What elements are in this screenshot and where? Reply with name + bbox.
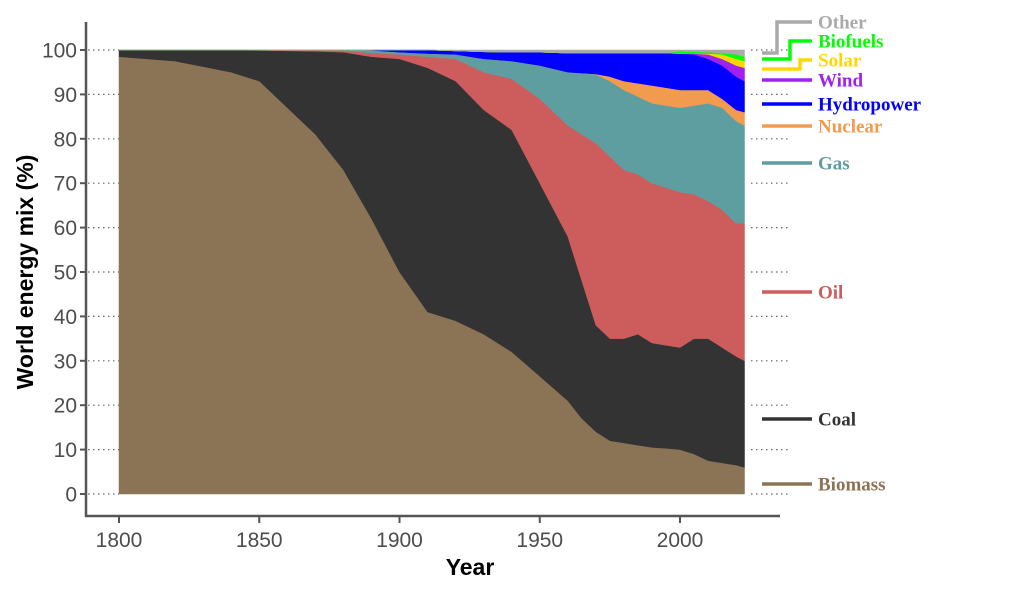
legend-label: Coal xyxy=(818,410,856,431)
x-tick-labels: 1800 1850 1900 1950 2000 xyxy=(96,517,704,552)
area-other xyxy=(119,49,745,58)
legend-label: Biomass xyxy=(818,475,886,496)
legend-label: Other xyxy=(818,13,867,34)
legend-item-oil: Oil xyxy=(762,283,843,304)
y-tick-label: 40 xyxy=(54,306,77,329)
legend-label: Hydropower xyxy=(818,95,922,116)
stacked-areas xyxy=(118,49,745,495)
legend-label: Oil xyxy=(818,283,843,304)
x-axis-title: Year xyxy=(446,554,495,580)
y-tick-label: 50 xyxy=(54,262,77,285)
x-tick-label: 1800 xyxy=(96,529,143,552)
legend-line xyxy=(762,58,812,71)
legend-item-wind: Wind xyxy=(762,71,864,92)
y-tick-label: 80 xyxy=(54,128,77,151)
legend-item-other: Other xyxy=(762,13,867,55)
x-tick-label: 2000 xyxy=(657,529,704,552)
legend-item-nuclear: Nuclear xyxy=(762,117,883,138)
legend-line xyxy=(762,39,812,61)
legend-line xyxy=(762,20,812,55)
legend-label: Nuclear xyxy=(818,117,883,138)
legend-label: Wind xyxy=(818,71,864,92)
legend-item-hydropower: Hydropower xyxy=(762,95,922,116)
x-tick-label: 1950 xyxy=(516,529,563,552)
legend-label: Gas xyxy=(818,154,850,175)
y-tick-label: 100 xyxy=(42,40,77,63)
y-tick-label: 20 xyxy=(54,395,77,418)
legend-item-gas: Gas xyxy=(762,154,850,175)
legend-item-biofuels: Biofuels xyxy=(762,32,883,61)
legend-item-biomass: Biomass xyxy=(762,475,886,496)
y-tick-label: 30 xyxy=(54,350,77,373)
x-tick-label: 1850 xyxy=(236,529,283,552)
y-tick-label: 0 xyxy=(65,484,77,507)
y-tick-label: 10 xyxy=(54,439,77,462)
legend-item-coal: Coal xyxy=(762,410,856,431)
y-tick-label: 60 xyxy=(54,217,77,240)
legend-label: Solar xyxy=(818,51,862,72)
x-tick-label: 1900 xyxy=(376,529,423,552)
y-tick-label: 90 xyxy=(54,84,77,107)
legend-label: Biofuels xyxy=(818,32,883,53)
y-axis-title: World energy mix (%) xyxy=(12,155,38,390)
y-tick-labels: 0 10 20 30 40 50 60 70 80 90 100 xyxy=(42,40,86,507)
legend-item-solar: Solar xyxy=(762,51,862,72)
y-tick-label: 70 xyxy=(54,173,77,196)
gridlines xyxy=(88,49,790,495)
